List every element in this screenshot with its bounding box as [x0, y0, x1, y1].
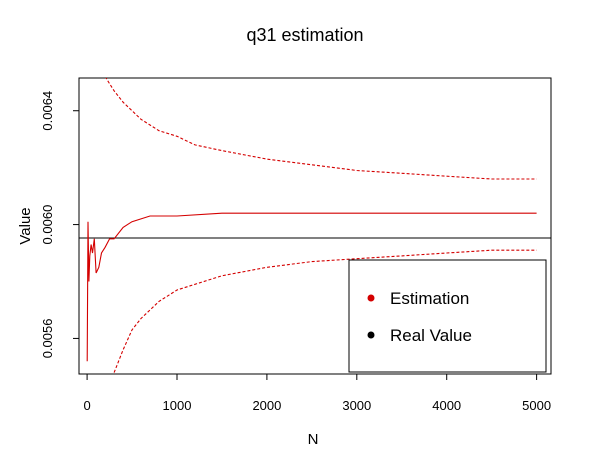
x-tick-label: 0 — [83, 398, 90, 413]
estimation-line — [86, 212, 537, 362]
y-tick-label: 0.0056 — [40, 319, 55, 359]
x-axis-label: N — [308, 431, 319, 448]
x-tick-label: 2000 — [252, 398, 281, 413]
legend-label: Estimation — [390, 289, 469, 308]
y-tick-label: 0.0060 — [40, 205, 55, 245]
x-tick-label: 4000 — [432, 398, 461, 413]
chart-title: q31 estimation — [246, 25, 363, 45]
upper-bound-line — [105, 78, 537, 180]
plot-box — [78, 77, 552, 375]
plot-area: 0 1000 2000 3000 4000 5000 0.0056 0.0060 0.0064 E… — [40, 77, 552, 413]
legend-marker — [367, 294, 375, 302]
y-axis-label: Value — [17, 207, 34, 244]
y-tick-label: 0.0064 — [40, 91, 55, 131]
x-tick-label: 5000 — [522, 398, 551, 413]
x-tick-label: 3000 — [342, 398, 371, 413]
legend-label: Real Value — [390, 326, 472, 345]
legend-box — [348, 259, 547, 373]
lower-bound-line — [113, 249, 537, 373]
legend-marker — [367, 331, 375, 339]
x-tick-label: 1000 — [163, 398, 192, 413]
